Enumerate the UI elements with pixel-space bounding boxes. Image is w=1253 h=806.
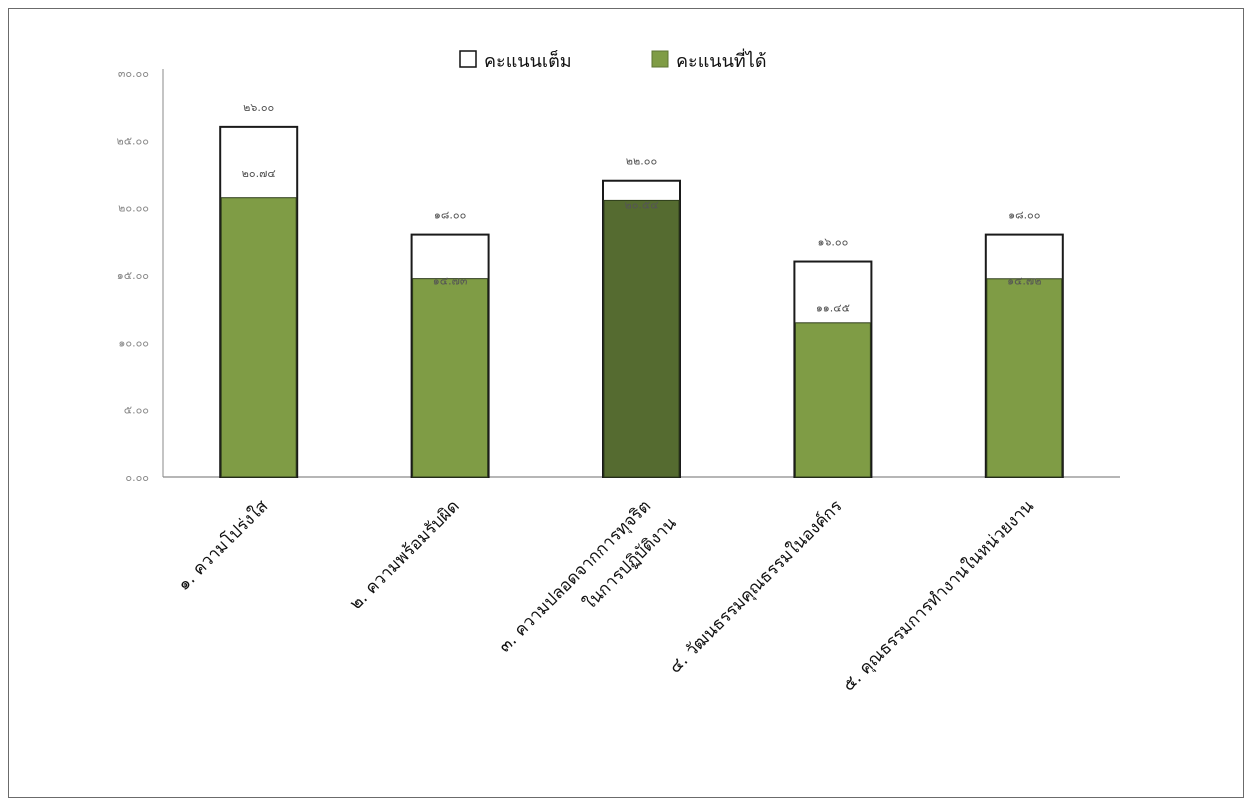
- category-label-line: ๔. วัฒนธรรมคุณธรรมในองค์กร: [665, 496, 847, 678]
- y-tick-label: ๐.๐๐: [125, 471, 149, 484]
- bar-obtained-score: [603, 199, 680, 478]
- y-tick-label: ๕.๐๐: [124, 404, 149, 417]
- category-label: ๒. ความพร้อมรับผิด: [346, 496, 464, 614]
- data-label-full-score: ๑๘.๐๐: [434, 209, 466, 222]
- bar-obtained-score: [412, 278, 489, 478]
- data-label-obtained-score: ๑๑.๔๕: [816, 302, 850, 315]
- data-label-obtained-score: ๒๐.๕๔: [624, 198, 658, 211]
- data-label-full-score: ๒๖.๐๐: [243, 101, 274, 114]
- category-label: ๑. ความโปร่งใส: [173, 495, 273, 595]
- legend-swatch-full-score: [459, 50, 477, 68]
- y-tick-label: ๑๕.๐๐: [117, 269, 149, 282]
- data-label-full-score: ๒๒.๐๐: [626, 155, 657, 168]
- category-label-line: ๑. ความโปร่งใส: [173, 495, 273, 595]
- category-label-line: ๒. ความพร้อมรับผิด: [346, 496, 464, 614]
- category-label: ๔. วัฒนธรรมคุณธรรมในองค์กร: [665, 496, 847, 678]
- data-label-obtained-score: ๑๔.๗๓: [433, 275, 468, 288]
- legend-swatch-obtained-score: [651, 50, 669, 68]
- category-label: ๕. คุณธรรมการทำงานในหน่วยงาน: [838, 495, 1038, 695]
- data-label-full-score: ๑๘.๐๐: [1008, 209, 1040, 222]
- y-tick-label: ๑๐.๐๐: [118, 336, 149, 349]
- bar-obtained-score: [794, 322, 871, 478]
- y-tick-label: ๓๐.๐๐: [118, 67, 149, 80]
- category-label-line: ๕. คุณธรรมการทำงานในหน่วยงาน: [838, 495, 1038, 695]
- legend-label-full-score: คะแนนเต็ม: [484, 49, 572, 72]
- data-label-obtained-score: ๑๔.๗๒: [1007, 275, 1041, 288]
- category-label: ๓. ความปลอดจากการทุจริตในการปฏิบัติงาน: [495, 492, 681, 678]
- data-label-full-score: ๑๖.๐๐: [817, 236, 848, 249]
- legend-label-obtained-score: คะแนนที่ได้: [676, 48, 767, 72]
- y-tick-label: ๒๐.๐๐: [118, 202, 149, 215]
- bar-obtained-score: [220, 197, 297, 478]
- bar-obtained-score: [986, 278, 1063, 478]
- data-label-obtained-score: ๒๐.๗๔: [242, 167, 276, 180]
- y-tick-label: ๒๕.๐๐: [116, 134, 149, 147]
